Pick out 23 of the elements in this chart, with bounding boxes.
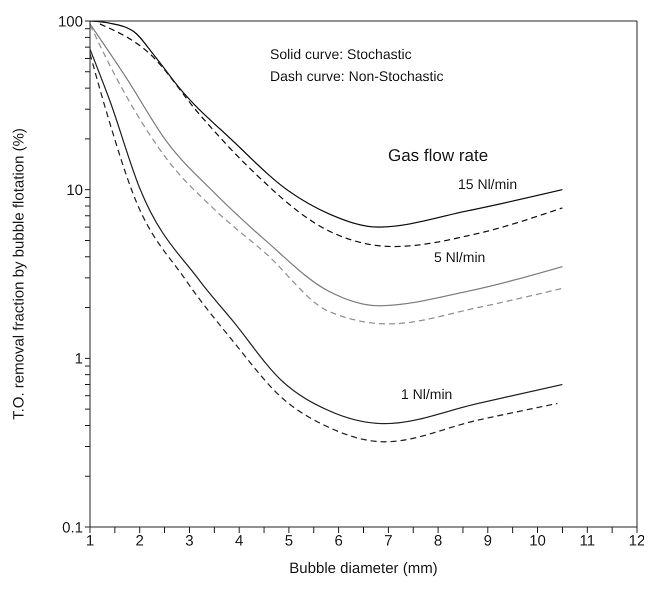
annotation: Gas flow rate [388,146,488,166]
x-tick-label: 11 [579,532,596,550]
x-tick-label: 6 [334,532,343,550]
x-tick-label: 2 [136,532,144,550]
x-tick-label: 3 [185,532,194,550]
x-tick-label: 8 [434,532,442,550]
x-tick-label: 7 [384,532,393,550]
y-tick-label: 100 [58,13,83,30]
y-tick-label: 10 [66,182,83,199]
annotation: 15 Nl/min [458,176,518,192]
y-tick-label: 0.1 [62,519,83,536]
x-tick-label: 1 [86,532,94,550]
x-axis-title: Bubble diameter (mm) [289,560,438,577]
annotation: 1 Nl/min [401,386,452,402]
annotation: 5 Nl/min [434,249,486,265]
y-tick-label: 1 [74,350,83,368]
annotation: Dash curve: Non-Stochastic [270,68,444,84]
annotation: Solid curve: Stochastic [270,46,412,62]
x-tick-label: 5 [284,532,294,550]
x-tick-label: 10 [529,532,546,550]
x-tick-label: 4 [235,532,244,550]
x-tick-label: 9 [484,532,492,550]
y-axis-title: T.O. removal fraction by bubble flotation (%) [10,128,28,420]
